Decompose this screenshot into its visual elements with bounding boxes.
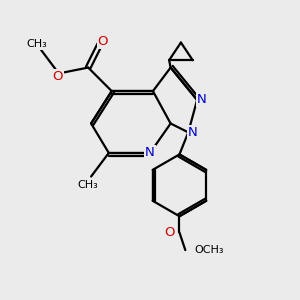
Text: N: N [197,93,206,106]
Text: CH₃: CH₃ [78,180,98,190]
Text: OCH₃: OCH₃ [194,245,224,255]
Text: O: O [52,70,62,83]
Text: O: O [164,226,175,239]
Text: N: N [145,146,155,159]
Text: N: N [188,126,198,139]
Text: CH₃: CH₃ [26,39,47,49]
Text: O: O [98,34,108,48]
